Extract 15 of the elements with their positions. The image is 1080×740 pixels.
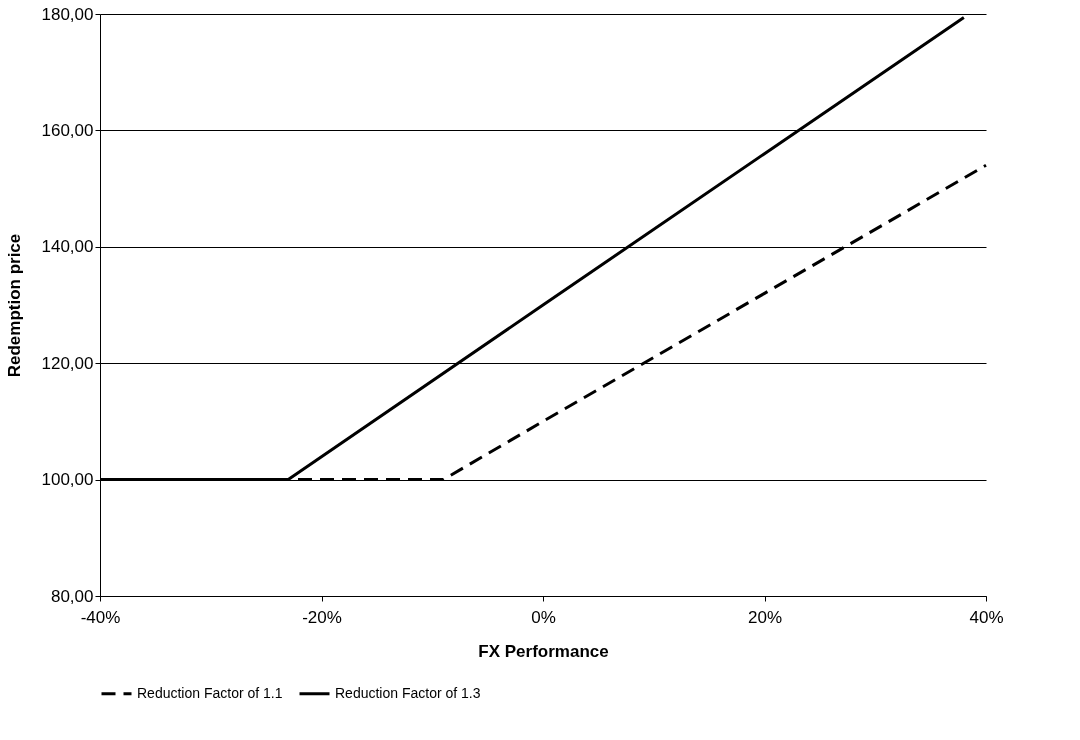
- legend-label: Reduction Factor of 1.3: [335, 684, 481, 701]
- y-tick-label: 80,00: [50, 586, 94, 606]
- x-tick-label: 0%: [531, 607, 556, 627]
- y-tick-label: 180,00: [41, 4, 94, 24]
- x-tick-label: 20%: [747, 607, 783, 627]
- x-tick-label: 40%: [969, 607, 1004, 627]
- x-axis-title: FX Performance: [478, 641, 609, 661]
- y-tick-label: 100,00: [41, 470, 94, 490]
- legend-label: Reduction Factor of 1.1: [137, 684, 283, 701]
- x-tick-label: -20%: [302, 607, 342, 627]
- y-tick-label: 120,00: [41, 353, 94, 373]
- y-axis-title: Redemption price: [4, 233, 24, 378]
- y-tick-label: 160,00: [41, 120, 94, 140]
- x-tick-label: -40%: [80, 607, 121, 627]
- y-tick-label: 140,00: [41, 237, 94, 257]
